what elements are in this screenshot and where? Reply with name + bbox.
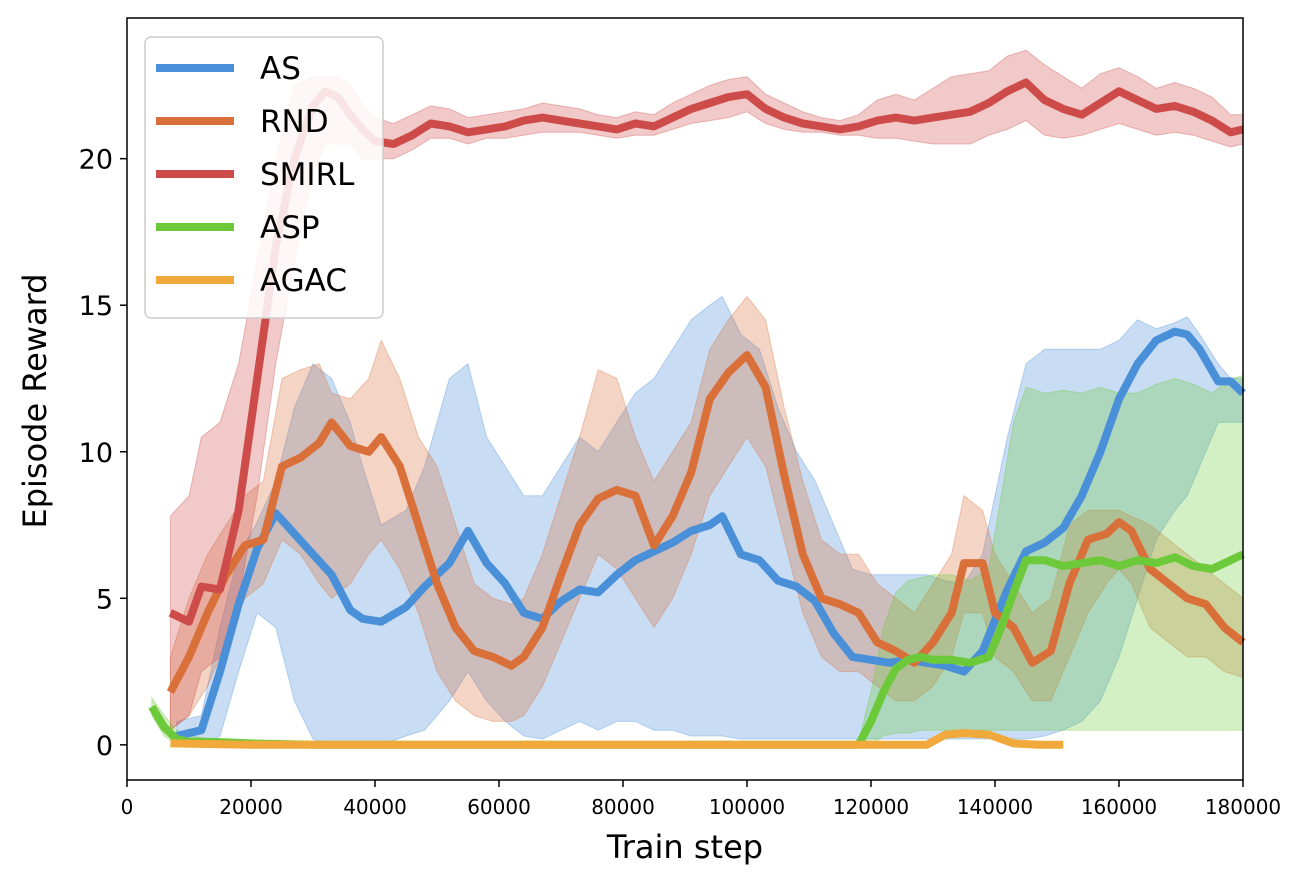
x-tick-label: 160000 — [1081, 795, 1157, 819]
legend: AS RND SMIRL ASP AGAC — [144, 36, 384, 319]
x-tick-label: 180000 — [1205, 795, 1281, 819]
y-tick-label: 15 — [79, 291, 113, 322]
y-tick-label: 0 — [96, 731, 113, 762]
x-tick-label: 120000 — [833, 795, 909, 819]
x-tick-label: 20000 — [219, 795, 283, 819]
y-axis-label: Episode Reward — [16, 273, 54, 528]
y-tick-label: 20 — [79, 145, 113, 176]
x-tick-label: 140000 — [957, 795, 1033, 819]
plot-frame — [126, 17, 1244, 781]
y-axis-ticks: 0 5 10 15 20 — [79, 145, 127, 762]
x-tick-label: 0 — [121, 795, 134, 819]
legend-label-agac: AGAC — [260, 263, 347, 299]
x-tick-label: 100000 — [709, 795, 785, 819]
legend-label-as: AS — [260, 51, 301, 87]
series-line-as — [175, 327, 1246, 740]
x-axis-label: Train step — [606, 828, 763, 866]
y-tick-label: 10 — [79, 438, 113, 469]
series-line-rnd — [166, 351, 1246, 694]
legend-label-asp: ASP — [260, 210, 320, 246]
x-tick-label: 40000 — [343, 795, 407, 819]
series-line-agac — [170, 729, 1064, 749]
legend-label-smirl: SMIRL — [260, 157, 355, 193]
legend-label-rnd: RND — [260, 104, 329, 140]
x-tick-label: 80000 — [591, 795, 655, 819]
legend-box — [144, 36, 384, 319]
x-tick-label: 60000 — [467, 795, 531, 819]
x-axis-ticks: 0 20000 40000 60000 80000 100000 120000 140000 1… — [121, 780, 1281, 819]
y-tick-label: 5 — [96, 584, 113, 615]
